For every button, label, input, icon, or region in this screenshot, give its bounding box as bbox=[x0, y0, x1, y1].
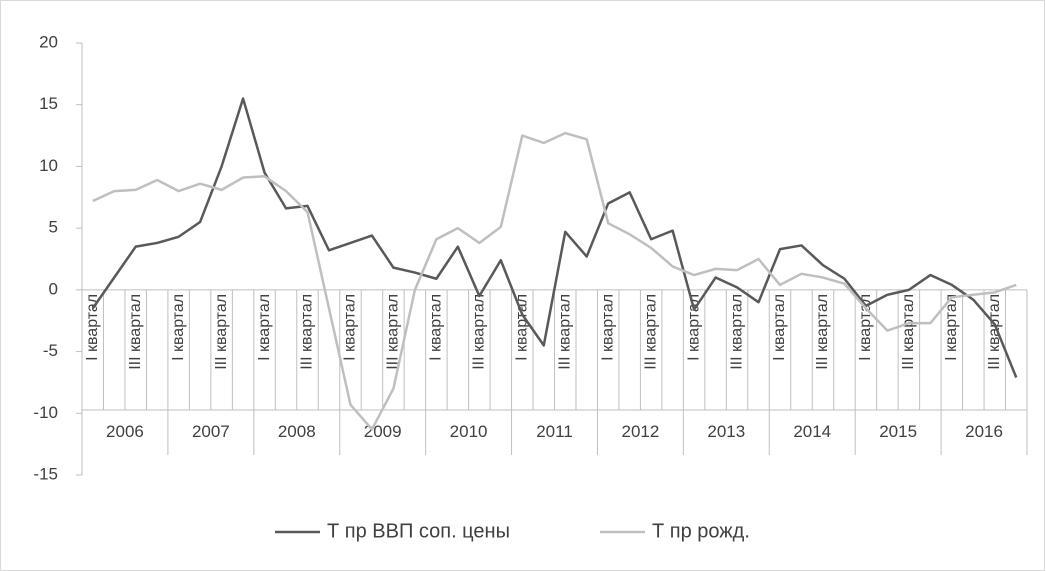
x-tick-label: III квартал bbox=[642, 294, 659, 370]
x-group-label: 2015 bbox=[879, 422, 917, 441]
x-tick-label: I квартал bbox=[857, 294, 874, 361]
x-tick-label: I квартал bbox=[428, 294, 445, 361]
x-tick-label: III квартал bbox=[556, 294, 573, 370]
x-tick-label: I квартал bbox=[771, 294, 788, 361]
y-tick-label: 0 bbox=[49, 279, 58, 298]
x-tick-label: I квартал bbox=[599, 294, 616, 361]
x-tick-label: III квартал bbox=[385, 294, 402, 370]
series-line bbox=[92, 131, 1017, 431]
x-tick-label: I квартал bbox=[342, 294, 359, 361]
x-group-label: 2008 bbox=[278, 422, 316, 441]
x-group-label: 2012 bbox=[621, 422, 659, 441]
x-group-label: 2013 bbox=[707, 422, 745, 441]
x-tick-label: I квартал bbox=[943, 294, 960, 361]
y-tick-label: 10 bbox=[39, 156, 58, 175]
y-tick-label: -10 bbox=[33, 403, 58, 422]
y-tick-label: -15 bbox=[33, 464, 58, 483]
x-tick-label: III квартал bbox=[127, 294, 144, 370]
x-tick-label: III квартал bbox=[814, 294, 831, 370]
x-tick-label: III квартал bbox=[471, 294, 488, 370]
x-tick-label: III квартал bbox=[299, 294, 316, 370]
x-tick-label: III квартал bbox=[900, 294, 917, 370]
x-group-label: 2016 bbox=[965, 422, 1003, 441]
y-tick-label: 5 bbox=[49, 218, 58, 237]
x-group-label: 2006 bbox=[106, 422, 144, 441]
legend-label: Т пр ВВП соп. цены bbox=[327, 520, 510, 542]
x-group-label: 2007 bbox=[192, 422, 230, 441]
x-tick-label: I квартал bbox=[84, 294, 101, 361]
legend-label: Т пр рожд. bbox=[652, 520, 750, 542]
x-group-label: 2011 bbox=[536, 422, 573, 441]
series-line bbox=[91, 97, 1018, 378]
y-tick-label: 20 bbox=[39, 32, 58, 51]
x-tick-label: III квартал bbox=[728, 294, 745, 370]
x-tick-label: III квартал bbox=[213, 294, 230, 370]
y-tick-label: 15 bbox=[39, 94, 58, 113]
x-group-label: 2010 bbox=[450, 422, 488, 441]
y-tick-label: -5 bbox=[43, 341, 58, 360]
x-tick-label: I квартал bbox=[170, 294, 187, 361]
x-tick-label: III квартал bbox=[986, 294, 1003, 370]
x-tick-label: I квартал bbox=[514, 294, 531, 361]
x-group-label: 2014 bbox=[793, 422, 831, 441]
x-tick-label: I квартал bbox=[685, 294, 702, 361]
x-tick-label: I квартал bbox=[256, 294, 273, 361]
